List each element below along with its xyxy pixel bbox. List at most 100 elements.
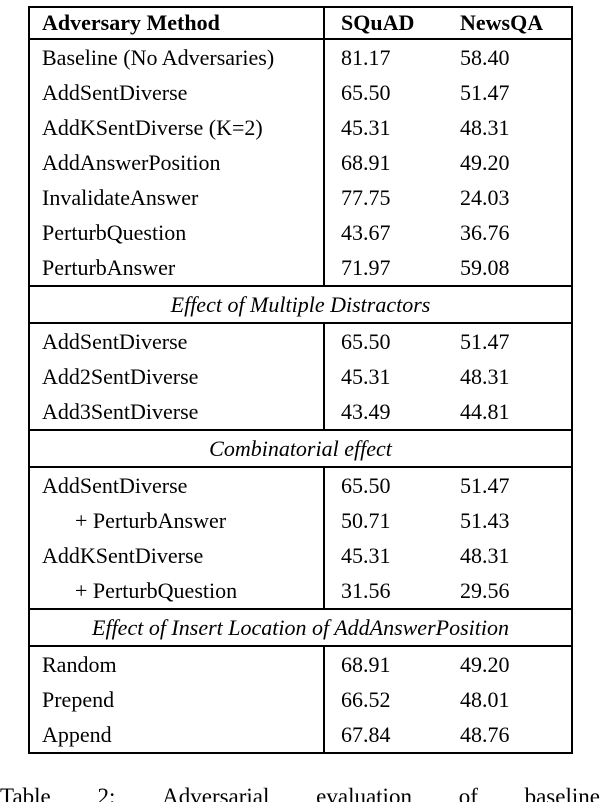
table-row: Append 67.84 48.76 xyxy=(30,717,571,752)
column-header-newsqa: NewsQA xyxy=(460,10,544,35)
newsqa-score: 49.20 xyxy=(460,149,510,175)
caption-word: evaluation xyxy=(316,784,412,802)
squad-score: 67.84 xyxy=(341,721,391,747)
score-cells: 68.91 49.20 xyxy=(325,647,571,682)
table-row: AddSentDiverse 65.50 51.47 xyxy=(30,324,571,359)
score-cells: 31.56 29.56 xyxy=(325,573,571,608)
table-row: AddKSentDiverse 45.31 48.31 xyxy=(30,538,571,573)
table-body: Baseline (No Adversaries) 81.17 58.40 AddSe… xyxy=(30,40,571,752)
caption-word: of xyxy=(458,784,478,802)
method-cell: AddKSentDiverse xyxy=(30,538,325,573)
column-header-adversary-method: Adversary Method xyxy=(30,8,325,38)
table-row: AddSentDiverse 65.50 51.47 xyxy=(30,468,571,503)
results-table: Adversary Method SQuAD NewsQA Baseline (… xyxy=(28,6,573,754)
table-row: + PerturbAnswer 50.71 51.43 xyxy=(30,503,571,538)
squad-score: 68.91 xyxy=(341,149,391,175)
section-header-row: Effect of Insert Location of AddAnswerPo… xyxy=(30,608,571,647)
squad-score: 45.31 xyxy=(341,363,391,389)
newsqa-score: 49.20 xyxy=(460,651,510,677)
method-cell: AddSentDiverse xyxy=(30,468,325,503)
table-row: Add3SentDiverse 43.49 44.81 xyxy=(30,394,571,429)
squad-score: 68.91 xyxy=(341,651,391,677)
method-cell: + PerturbQuestion xyxy=(30,573,325,608)
squad-score: 45.31 xyxy=(341,542,391,568)
caption-word: baseline xyxy=(524,784,600,802)
table-row: Add2SentDiverse 45.31 48.31 xyxy=(30,359,571,394)
method-cell: AddSentDiverse xyxy=(30,75,325,110)
method-cell: Add2SentDiverse xyxy=(30,359,325,394)
section-header-label: Combinatorial effect xyxy=(209,435,392,461)
newsqa-score: 51.47 xyxy=(460,472,510,498)
newsqa-score: 24.03 xyxy=(460,184,510,210)
newsqa-score: 48.76 xyxy=(460,721,510,747)
score-cells: 50.71 51.43 xyxy=(325,503,571,538)
method-cell: Baseline (No Adversaries) xyxy=(30,40,325,75)
squad-score: 66.52 xyxy=(341,686,391,712)
table-header-row: Adversary Method SQuAD NewsQA xyxy=(30,8,571,40)
newsqa-score: 29.56 xyxy=(460,577,510,603)
column-header-squad: SQuAD xyxy=(341,10,415,35)
newsqa-score: 48.31 xyxy=(460,542,510,568)
method-cell: AddKSentDiverse (K=2) xyxy=(30,110,325,145)
table-row: InvalidateAnswer 77.75 24.03 xyxy=(30,180,571,215)
score-cells: 77.75 24.03 xyxy=(325,180,571,215)
score-cells: 43.67 36.76 xyxy=(325,215,571,250)
squad-score: 43.67 xyxy=(341,219,391,245)
squad-score: 65.50 xyxy=(341,472,391,498)
newsqa-score: 51.43 xyxy=(460,507,510,533)
squad-score: 43.49 xyxy=(341,398,391,424)
score-cells: 65.50 51.47 xyxy=(325,324,571,359)
squad-score: 81.17 xyxy=(341,44,391,70)
method-cell: Prepend xyxy=(30,682,325,717)
method-cell: InvalidateAnswer xyxy=(30,180,325,215)
table-row: Random 68.91 49.20 xyxy=(30,647,571,682)
score-cells: 45.31 48.31 xyxy=(325,538,571,573)
newsqa-score: 59.08 xyxy=(460,254,510,280)
squad-score: 65.50 xyxy=(341,79,391,105)
caption-word: Table xyxy=(0,784,51,802)
section-header-label: Effect of Multiple Distractors xyxy=(170,291,431,317)
newsqa-score: 48.01 xyxy=(460,686,510,712)
table-row: + PerturbQuestion 31.56 29.56 xyxy=(30,573,571,608)
newsqa-score: 44.81 xyxy=(460,398,510,424)
score-cells: 81.17 58.40 xyxy=(325,40,571,75)
squad-score: 50.71 xyxy=(341,507,391,533)
table-row: PerturbAnswer 71.97 59.08 xyxy=(30,250,571,285)
method-cell: PerturbQuestion xyxy=(30,215,325,250)
method-cell: AddAnswerPosition xyxy=(30,145,325,180)
score-cells: 45.31 48.31 xyxy=(325,359,571,394)
table-row: PerturbQuestion 43.67 36.76 xyxy=(30,215,571,250)
method-cell: Append xyxy=(30,717,325,752)
newsqa-score: 48.31 xyxy=(460,114,510,140)
score-cells: 68.91 49.20 xyxy=(325,145,571,180)
newsqa-score: 48.31 xyxy=(460,363,510,389)
score-cells: 45.31 48.31 xyxy=(325,110,571,145)
squad-score: 77.75 xyxy=(341,184,391,210)
newsqa-score: 51.47 xyxy=(460,79,510,105)
squad-score: 65.50 xyxy=(341,328,391,354)
score-cells: 71.97 59.08 xyxy=(325,250,571,285)
table-row: Prepend 66.52 48.01 xyxy=(30,682,571,717)
table-caption: Table 2: Adversarial evaluation of baseline xyxy=(0,783,600,802)
caption-word: Adversarial xyxy=(162,784,270,802)
newsqa-score: 51.47 xyxy=(460,328,510,354)
score-cells: 66.52 48.01 xyxy=(325,682,571,717)
table-row: AddSentDiverse 65.50 51.47 xyxy=(30,75,571,110)
score-cells: 43.49 44.81 xyxy=(325,394,571,429)
score-cells: 67.84 48.76 xyxy=(325,717,571,752)
method-cell: Random xyxy=(30,647,325,682)
table-header-data-cells: SQuAD NewsQA xyxy=(325,8,571,38)
squad-score: 45.31 xyxy=(341,114,391,140)
newsqa-score: 36.76 xyxy=(460,219,510,245)
method-cell: AddSentDiverse xyxy=(30,324,325,359)
method-cell: PerturbAnswer xyxy=(30,250,325,285)
score-cells: 65.50 51.47 xyxy=(325,468,571,503)
squad-score: 71.97 xyxy=(341,254,391,280)
method-cell: Add3SentDiverse xyxy=(30,394,325,429)
section-header-label: Effect of Insert Location of AddAnswerPo… xyxy=(92,614,509,640)
table-row: AddKSentDiverse (K=2) 45.31 48.31 xyxy=(30,110,571,145)
table-row: Baseline (No Adversaries) 81.17 58.40 xyxy=(30,40,571,75)
table-row: AddAnswerPosition 68.91 49.20 xyxy=(30,145,571,180)
method-cell: + PerturbAnswer xyxy=(30,503,325,538)
